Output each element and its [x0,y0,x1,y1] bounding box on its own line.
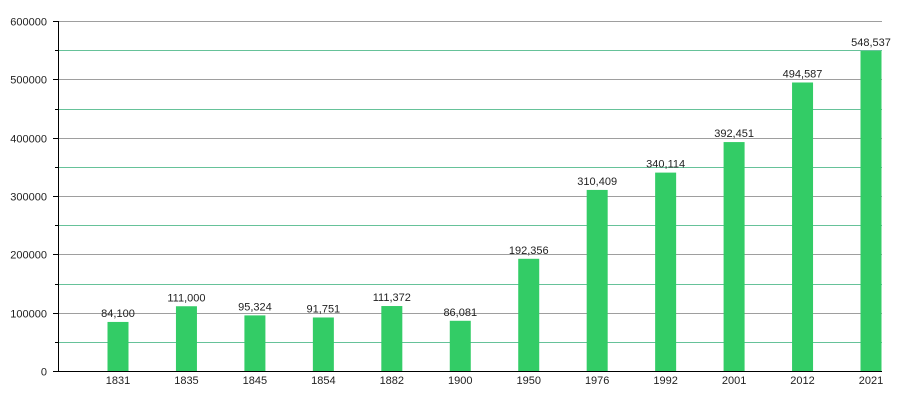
x-tick-label-2001: 2001 [722,375,746,387]
data-label-1950: 192,356 [509,245,549,257]
x-tick-label-1835: 1835 [174,375,198,387]
bar-1882 [381,306,403,371]
y-tick-label: 100000 [10,309,47,321]
x-tick-label-1976: 1976 [585,375,609,387]
data-label-1845: 95,324 [238,301,272,313]
data-label-1835: 111,000 [167,292,205,304]
data-label-1831: 84,100 [101,308,135,320]
data-label-1900: 86,081 [443,307,477,319]
data-label-1992: 340,114 [646,159,685,171]
y-tick-label: 400000 [10,134,47,146]
x-tick-label-1882: 1882 [380,375,404,387]
x-tick-label-1992: 1992 [653,375,677,387]
x-tick-label-1831: 1831 [106,375,130,387]
x-tick-label-1845: 1845 [243,375,267,387]
data-label-1976: 310,409 [577,176,617,188]
bar-1835 [175,306,197,371]
labels: 0 100000 200000 300000 400000 500000 600000 84,… [10,17,891,388]
bar-1900 [449,320,471,371]
y-tick-label: 200000 [10,250,47,262]
y-tick-label: 500000 [10,75,47,87]
y-tick-label: 600000 [10,17,47,29]
bar-1831 [107,321,129,371]
bar-2021 [860,51,882,372]
bars [107,51,882,372]
x-tick-label-1950: 1950 [516,375,540,387]
x-tick-label-2021: 2021 [859,375,883,387]
x-tick-label-2012: 2012 [790,375,814,387]
y-tick-label: 300000 [10,192,47,204]
axes [53,21,882,372]
bar-2001 [723,142,745,371]
data-label-1854: 91,751 [307,303,341,315]
grid-lines [58,21,882,343]
x-tick-label-1854: 1854 [311,375,335,387]
bar-1950 [518,258,540,371]
data-label-2021: 548,537 [851,37,891,49]
data-label-1882: 111,372 [373,292,411,304]
y-tick-label: 0 [41,367,47,379]
x-tick-label-1900: 1900 [448,375,472,387]
data-label-2001: 392,451 [714,128,754,140]
bar-2012 [792,82,814,372]
bar-1992 [655,172,677,371]
data-label-2012: 494,587 [783,68,823,80]
bar-1845 [244,315,266,371]
bar-1854 [312,317,334,371]
bar-1976 [586,189,608,371]
